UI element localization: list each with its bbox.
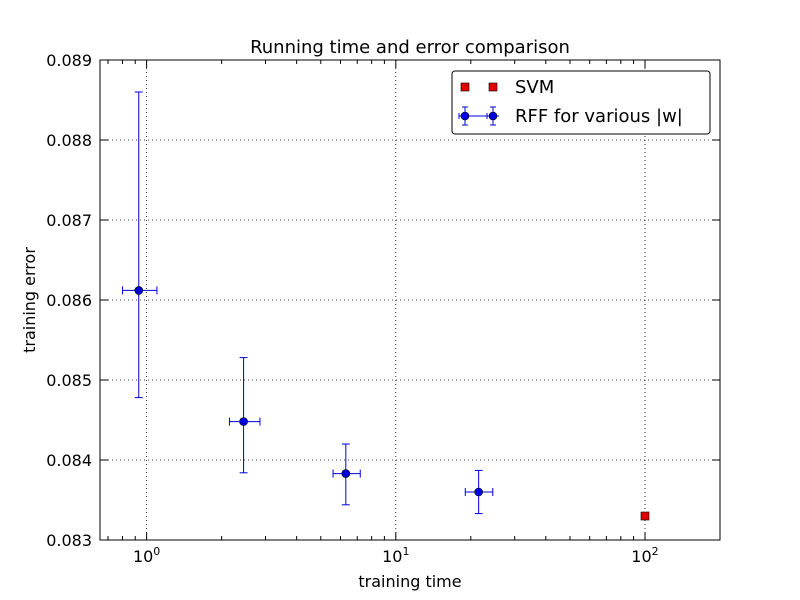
legend-box [451, 70, 711, 135]
series-layer [121, 91, 650, 521]
data-point [239, 417, 248, 426]
x-tick-label-base: 10 [133, 547, 153, 566]
legend-entry: RFF for various |w| [458, 106, 683, 127]
data-point [341, 469, 351, 478]
data-point [134, 286, 144, 295]
y-tick-label: 0.087 [46, 211, 92, 230]
data-point [474, 487, 483, 497]
x-tick-label-base: 10 [631, 547, 651, 566]
x-tick-label-exponent: 1 [402, 545, 409, 558]
legend-label: RFF for various |w| [515, 106, 683, 127]
series-rff [121, 91, 494, 515]
data-point [640, 511, 650, 521]
y-tick-label: 0.089 [46, 51, 92, 70]
legend-marker [488, 82, 498, 92]
y-axis-label: training error [20, 247, 39, 353]
y-tick-label: 0.084 [46, 451, 92, 470]
legend-marker [460, 111, 470, 121]
y-tick-label: 0.088 [46, 131, 92, 150]
legend-entry: SVM [460, 77, 554, 98]
grid [100, 60, 720, 540]
x-tick-labels: 100 101 102 [133, 545, 659, 566]
chart-title: Running time and error comparison [250, 37, 570, 58]
series-svm [640, 511, 650, 521]
y-tick-labels: 0.083 0.084 0.085 0.086 0.087 0.088 0.089 [46, 51, 92, 550]
tick-marks [100, 59, 721, 541]
x-tick-label: 101 [382, 545, 409, 566]
legend-marker [488, 111, 498, 121]
x-tick-label-exponent: 2 [652, 545, 659, 558]
x-tick-label: 102 [631, 545, 658, 566]
y-tick-label: 0.083 [46, 531, 92, 550]
y-tick-label: 0.086 [46, 291, 92, 310]
legend-label: SVM [515, 77, 554, 98]
x-tick-label-base: 10 [382, 547, 402, 566]
x-tick-label: 100 [133, 545, 160, 566]
y-tick-label: 0.085 [46, 371, 92, 390]
x-tick-label-exponent: 0 [153, 545, 160, 558]
plot-area [99, 59, 721, 541]
x-axis-label: training time [358, 572, 461, 591]
legend-marker [460, 82, 470, 92]
legend: SVM RFF for various |w| [451, 70, 711, 135]
